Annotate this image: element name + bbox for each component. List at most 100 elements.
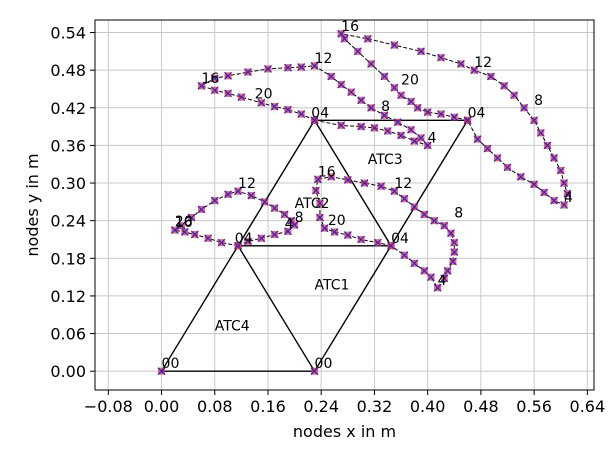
y-tick-label: 0.06	[50, 325, 86, 344]
node-marker	[367, 59, 376, 68]
marker-cross	[543, 141, 552, 150]
node-markers	[157, 29, 572, 376]
point-label: 20	[328, 213, 346, 229]
node-marker	[337, 80, 346, 89]
marker-cross	[270, 230, 279, 239]
node-marker	[380, 111, 389, 120]
point-label: 16	[175, 215, 193, 231]
marker-cross	[493, 154, 502, 162]
structure-line	[237, 119, 316, 247]
marker-cross	[473, 135, 482, 144]
marker-cross	[373, 238, 382, 247]
node-marker	[440, 221, 449, 230]
node-marker	[297, 110, 306, 118]
marker-cross	[470, 66, 479, 75]
y-tick-label: 0.12	[50, 287, 86, 306]
node-marker	[247, 191, 256, 200]
marker-cross	[390, 83, 399, 92]
node-marker	[423, 108, 432, 117]
marker-cross	[297, 63, 306, 71]
x-tick-label: 0.00	[144, 397, 180, 416]
marker-cross	[417, 133, 425, 142]
node-marker	[310, 367, 319, 376]
node-marker	[380, 72, 389, 81]
marker-cross	[170, 226, 179, 235]
node-marker	[327, 172, 336, 181]
marker-cross	[520, 103, 529, 112]
marker-cross	[284, 105, 292, 114]
node-marker	[417, 47, 425, 56]
marker-cross	[287, 216, 296, 225]
node-marker	[224, 89, 232, 98]
node-marker	[393, 118, 402, 127]
marker-cross	[315, 213, 324, 222]
point-label: 4	[285, 216, 294, 232]
x-tick-label: 0.24	[303, 397, 339, 416]
node-marker	[530, 180, 539, 189]
node-marker	[343, 175, 352, 184]
node-marker	[410, 259, 419, 268]
structure-line	[160, 245, 239, 372]
point-label: 00	[315, 356, 333, 372]
y-tick-label: 0.42	[50, 99, 86, 118]
node-marker	[410, 137, 419, 145]
marker-cross	[530, 180, 539, 189]
point-label: 4	[438, 273, 447, 289]
marker-cross	[340, 34, 349, 43]
node-marker	[500, 81, 509, 90]
node-marker	[353, 47, 362, 56]
node-marker	[360, 179, 369, 187]
marker-cross	[380, 72, 389, 81]
marker-cross	[410, 259, 419, 268]
point-label: 8	[381, 99, 390, 115]
marker-cross	[310, 61, 319, 70]
marker-cross	[367, 59, 376, 68]
marker-cross	[360, 179, 369, 187]
marker-cross	[337, 80, 346, 89]
marker-cross	[187, 213, 196, 222]
node-marker	[177, 221, 186, 230]
point-label: 16	[341, 19, 359, 35]
node-marker	[450, 238, 459, 247]
marker-cross	[420, 210, 429, 219]
node-marker	[390, 83, 399, 92]
marker-cross	[247, 191, 256, 200]
x-tick-label: 0.40	[410, 397, 446, 416]
y-tick-label: 0.48	[50, 61, 86, 80]
node-marker	[510, 91, 519, 100]
node-marker	[373, 238, 382, 247]
marker-cross	[280, 210, 289, 219]
marker-cross	[417, 47, 425, 56]
node-marker	[310, 61, 319, 70]
node-marker	[257, 234, 266, 243]
marker-cross	[224, 190, 232, 199]
x-tick-label: 0.64	[570, 397, 606, 416]
node-marker	[234, 187, 242, 196]
marker-cross	[313, 175, 322, 184]
marker-cross	[427, 273, 435, 282]
marker-cross	[407, 125, 415, 134]
node-marker	[315, 199, 324, 208]
structure-line	[390, 119, 469, 247]
point-label: 4	[428, 130, 437, 146]
node-marker	[400, 251, 409, 260]
marker-cross	[310, 367, 319, 376]
point-label: 16	[318, 164, 336, 180]
node-marker	[197, 81, 206, 90]
marker-cross	[560, 201, 568, 209]
node-marker	[420, 266, 429, 275]
node-marker	[320, 224, 329, 233]
y-tick-label: 0.18	[50, 249, 86, 268]
marker-cross	[400, 251, 409, 260]
marker-cross	[440, 274, 449, 283]
node-marker	[540, 188, 549, 197]
node-marker	[390, 187, 399, 196]
node-marker	[224, 71, 232, 80]
marker-cross	[234, 241, 242, 250]
node-marker	[157, 367, 166, 376]
marker-cross	[357, 96, 366, 105]
node-marker	[440, 274, 449, 283]
marker-cross	[400, 194, 409, 203]
node-marker	[337, 121, 346, 130]
